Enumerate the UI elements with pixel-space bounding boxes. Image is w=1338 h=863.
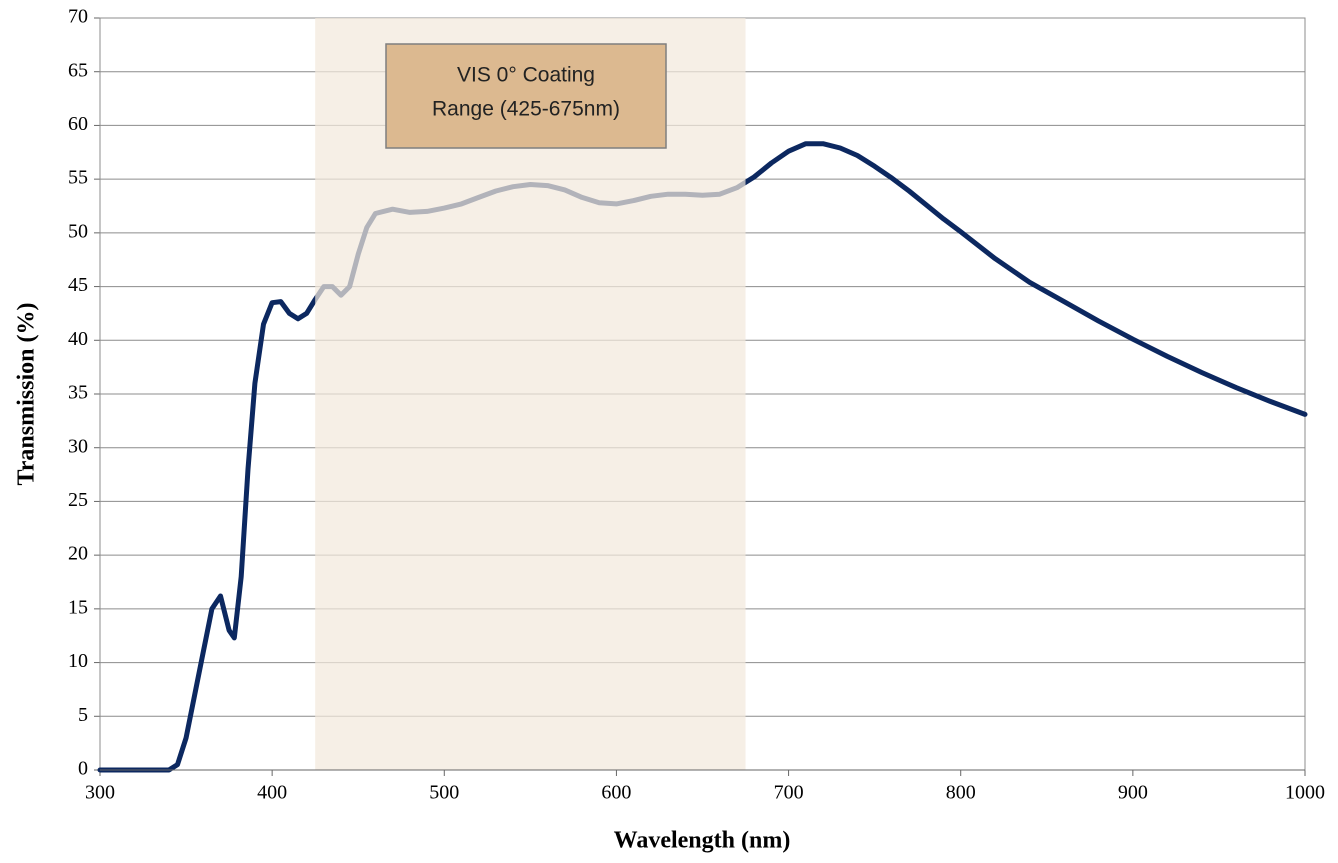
x-tick-label: 600 <box>601 782 631 804</box>
y-tick-label: 50 <box>68 220 88 242</box>
x-tick-label: 400 <box>257 782 287 804</box>
x-tick-label: 1000 <box>1285 782 1325 804</box>
x-tick-label: 700 <box>774 782 804 804</box>
y-tick-label: 60 <box>68 113 88 135</box>
y-tick-label: 70 <box>68 6 88 28</box>
y-tick-label: 15 <box>68 596 88 618</box>
y-tick-label: 5 <box>78 704 88 726</box>
y-tick-label: 10 <box>68 650 88 672</box>
x-tick-label: 300 <box>85 782 115 804</box>
annotation-text: Range (425-675nm) <box>432 98 620 121</box>
y-tick-label: 30 <box>68 435 88 457</box>
y-tick-label: 35 <box>68 382 88 404</box>
y-tick-label: 25 <box>68 489 88 511</box>
x-tick-label: 900 <box>1118 782 1148 804</box>
x-tick-label: 800 <box>946 782 976 804</box>
y-tick-label: 45 <box>68 274 88 296</box>
y-tick-label: 65 <box>68 59 88 81</box>
x-axis-label: Wavelength (nm) <box>614 828 791 854</box>
x-tick-label: 500 <box>429 782 459 804</box>
y-tick-label: 55 <box>68 167 88 189</box>
annotation-text: VIS 0° Coating <box>457 64 595 87</box>
y-tick-label: 40 <box>68 328 88 350</box>
y-axis-label: Transmission (%) <box>14 303 40 486</box>
y-tick-label: 20 <box>68 543 88 565</box>
y-tick-label: 0 <box>78 758 88 780</box>
annotation-box <box>385 43 667 149</box>
